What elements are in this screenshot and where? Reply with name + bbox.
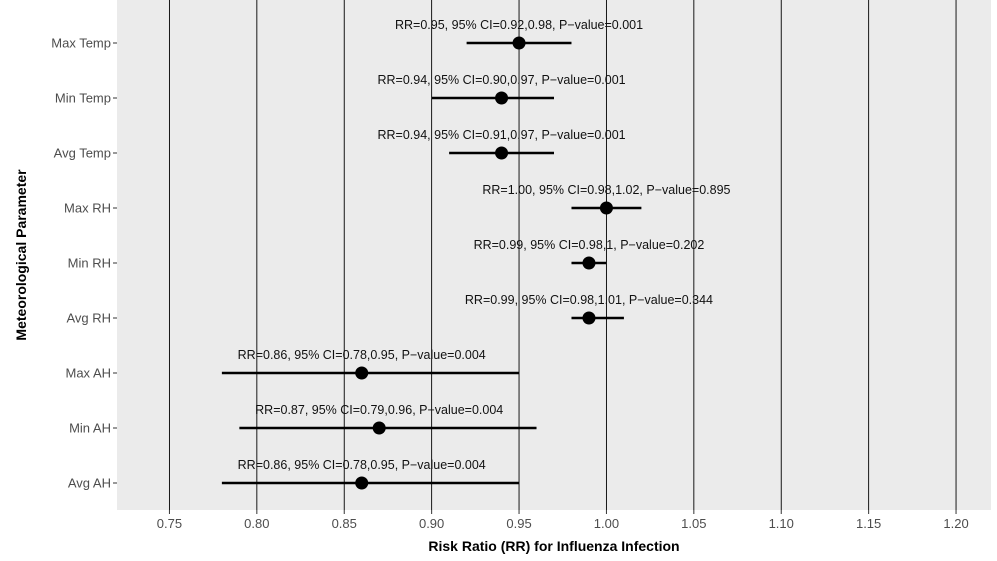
y-tick-label: Min RH: [68, 256, 111, 271]
y-axis-title: Meteorological Parameter: [13, 169, 29, 341]
x-tick-label: 1.00: [594, 516, 619, 531]
point-annotation: RR=0.87, 95% CI=0.79,0.96, P−value=0.004: [255, 403, 503, 417]
x-tick-label: 1.20: [943, 516, 968, 531]
x-axis: 0.75 0.80 0.85 0.90 0.95 1.00 1.05 1.10 1.15 1.20: [157, 510, 969, 531]
point-annotation: RR=0.94, 95% CI=0.91,0.97, P−value=0.001: [378, 128, 626, 142]
x-tick-label: 0.90: [419, 516, 444, 531]
point-annotation: RR=0.94, 95% CI=0.90,0.97, P−value=0.001: [378, 73, 626, 87]
x-tick-label: 0.85: [332, 516, 357, 531]
y-tick-label: Min AH: [69, 421, 111, 436]
rr-point: [512, 36, 526, 50]
point-annotation: RR=0.86, 95% CI=0.78,0.95, P−value=0.004: [238, 458, 486, 472]
y-tick-label: Avg RH: [66, 311, 111, 326]
y-tick-label: Max AH: [65, 366, 111, 381]
rr-point: [599, 201, 613, 215]
point-annotation: RR=0.86, 95% CI=0.78,0.95, P−value=0.004: [238, 348, 486, 362]
x-tick-label: 1.10: [769, 516, 794, 531]
y-tick-label: Avg Temp: [54, 146, 111, 161]
x-tick-label: 0.75: [157, 516, 182, 531]
point-annotation: RR=1.00, 95% CI=0.98,1.02, P−value=0.895: [482, 183, 730, 197]
x-tick-label: 0.80: [244, 516, 269, 531]
rr-point: [372, 421, 386, 435]
point-annotation: RR=0.95, 95% CI=0.92,0.98, P−value=0.001: [395, 18, 643, 32]
plot-panel: [117, 0, 991, 510]
data-marks: RR=0.95, 95% CI=0.92,0.98, P−value=0.001…: [221, 18, 731, 490]
x-tick-label: 1.15: [856, 516, 881, 531]
y-tick-label: Min Temp: [55, 91, 111, 106]
y-tick-label: Max Temp: [51, 36, 111, 51]
x-tick-label: 0.95: [506, 516, 531, 531]
rr-point: [355, 366, 369, 380]
x-axis-title: Risk Ratio (RR) for Influenza Infection: [428, 538, 679, 554]
y-tick-label: Avg AH: [68, 476, 111, 491]
rr-point: [582, 311, 596, 325]
point-annotation: RR=0.99, 95% CI=0.98,1, P−value=0.202: [474, 238, 705, 252]
rr-point: [495, 146, 509, 160]
y-tick-label: Max RH: [64, 201, 111, 216]
x-tick-label: 1.05: [681, 516, 706, 531]
y-axis: Max Temp Min Temp Avg Temp Max RH Min RH Avg …: [51, 36, 117, 491]
grid-lines: [168, 0, 957, 510]
point-annotation: RR=0.99, 95% CI=0.98,1.01, P−value=0.344: [465, 293, 713, 307]
rr-point: [495, 91, 509, 105]
rr-point: [582, 256, 596, 270]
rr-point: [355, 476, 369, 490]
